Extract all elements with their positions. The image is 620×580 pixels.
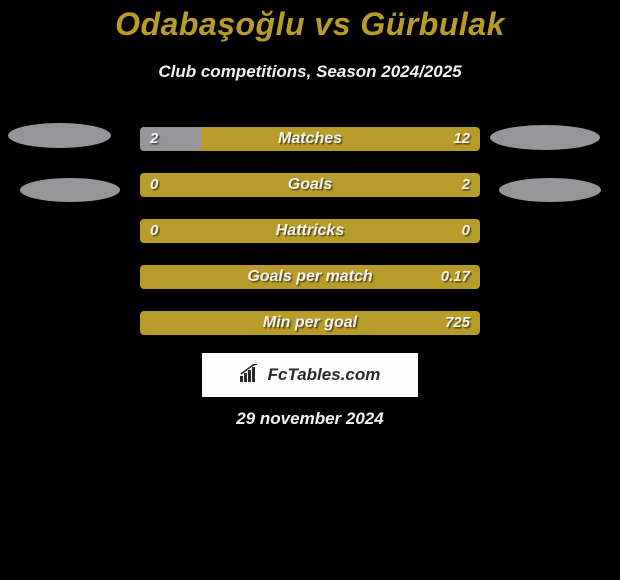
stat-bar-value-left: 0	[150, 219, 158, 243]
footer-date: 29 november 2024	[0, 409, 620, 429]
stat-bar: Matches212	[140, 127, 480, 151]
stat-bar-value-right: 725	[445, 311, 470, 335]
stat-bar: Min per goal725	[140, 311, 480, 335]
stat-bar-label: Goals per match	[140, 265, 480, 289]
stat-bar-value-right: 0	[462, 219, 470, 243]
team-placeholder-ellipse	[490, 125, 600, 150]
page-subtitle: Club competitions, Season 2024/2025	[0, 62, 620, 82]
stat-bar-label: Hattricks	[140, 219, 480, 243]
stat-bar-label: Min per goal	[140, 311, 480, 335]
stat-bar-value-right: 2	[462, 173, 470, 197]
stat-bar-value-right: 0.17	[441, 265, 470, 289]
fctables-badge: FcTables.com	[202, 353, 418, 397]
stat-bar-value-right: 12	[453, 127, 470, 151]
stat-bar: Goals0 2	[140, 173, 480, 197]
team-placeholder-ellipse	[499, 178, 601, 202]
stat-bar-value-left: 0	[150, 173, 158, 197]
team-placeholder-ellipse	[8, 123, 111, 148]
comparison-infographic: Odabaşoğlu vs Gürbulak Club competitions…	[0, 0, 620, 580]
page-title: Odabaşoğlu vs Gürbulak	[0, 6, 620, 43]
stat-bar: Hattricks0 0	[140, 219, 480, 243]
stat-bar-label: Goals	[140, 173, 480, 197]
stat-bar-fill-left	[140, 127, 201, 151]
team-placeholder-ellipse	[20, 178, 120, 202]
bar-chart-icon	[240, 364, 262, 387]
badge-text: FcTables.com	[268, 365, 381, 385]
stat-bar: Goals per match0.17	[140, 265, 480, 289]
